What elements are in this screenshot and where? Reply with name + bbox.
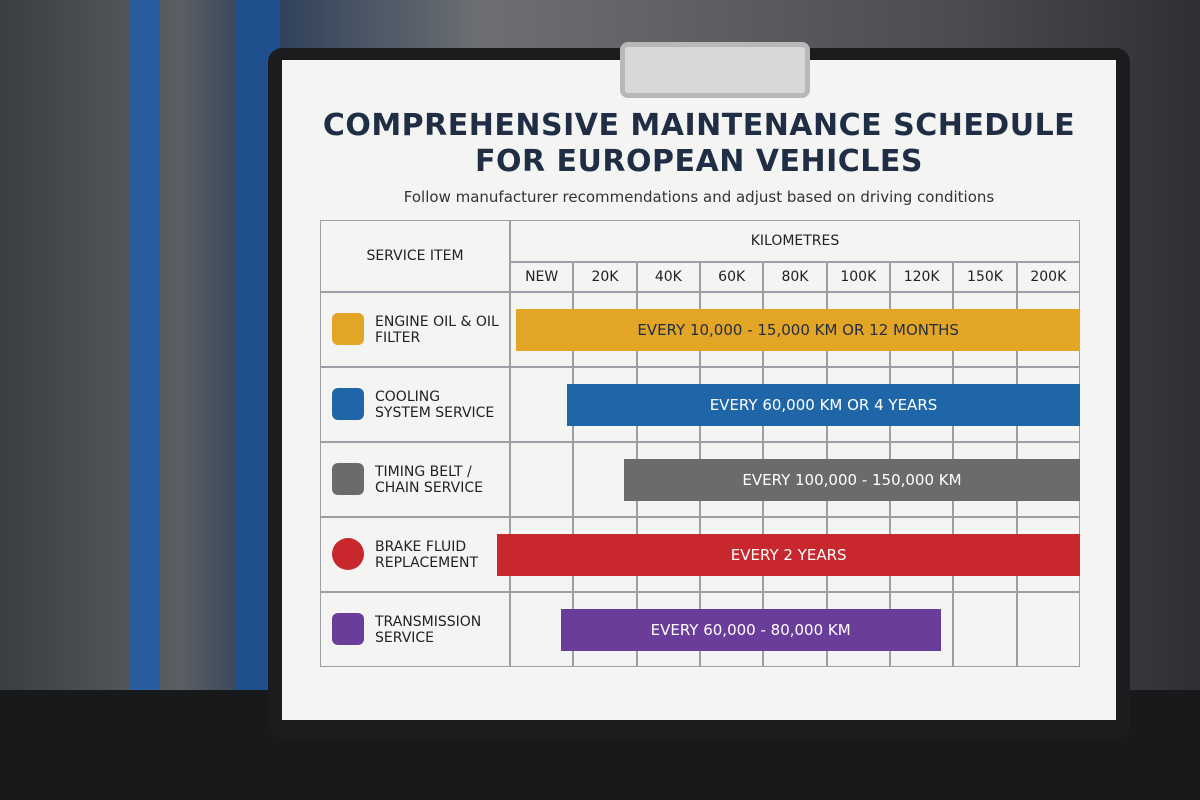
grid-cell bbox=[510, 367, 574, 442]
column-header: 80K bbox=[763, 262, 827, 292]
item-cell bbox=[320, 292, 510, 367]
interval-bar: EVERY 60,000 - 80,000 KM bbox=[560, 609, 941, 651]
column-header: NEW bbox=[510, 262, 574, 292]
item-cell bbox=[320, 367, 510, 442]
item-icon bbox=[332, 463, 364, 495]
grid-cell bbox=[953, 592, 1017, 667]
column-header: 60K bbox=[700, 262, 764, 292]
column-header: 100K bbox=[826, 262, 890, 292]
service-item: TRANSMISSION SERVICE bbox=[375, 613, 482, 646]
column-header: 200K bbox=[1016, 262, 1080, 292]
item-icon bbox=[332, 313, 364, 345]
item-cell bbox=[320, 592, 510, 667]
item-cell bbox=[320, 442, 510, 517]
title-line: FOR EUROPEAN VEHICLES bbox=[475, 144, 923, 179]
service-item: ENGINE OIL & OIL FILTER bbox=[375, 313, 499, 346]
column-header: 120K bbox=[890, 262, 954, 292]
interval-bar: EVERY 2 YEARS bbox=[497, 534, 1080, 576]
interval-bar: EVERY 100,000 - 150,000 KM bbox=[624, 459, 1080, 501]
service-item: COOLING SYSTEM SERVICE bbox=[375, 388, 495, 421]
service-item: TIMING BELT / CHAIN SERVICE bbox=[375, 463, 483, 496]
service-item: BRAKE FLUID REPLACEMENT bbox=[375, 538, 479, 571]
interval-bar: EVERY 60,000 KM OR 4 YEARS bbox=[567, 384, 1080, 426]
item-icon bbox=[332, 388, 364, 420]
title-line: COMPREHENSIVE MAINTENANCE SCHEDULE bbox=[322, 108, 1076, 143]
grid-cell bbox=[510, 442, 574, 517]
lift-pillar bbox=[130, 0, 160, 800]
column-header: 20K bbox=[573, 262, 637, 292]
column-header: 150K bbox=[953, 262, 1017, 292]
item-icon bbox=[332, 538, 364, 570]
grid-cell bbox=[1016, 592, 1080, 667]
clip bbox=[620, 42, 810, 98]
item-icon bbox=[332, 613, 364, 645]
interval-bar: EVERY 10,000 - 15,000 KM OR 12 MONTHS bbox=[516, 309, 1080, 351]
column-header: 40K bbox=[636, 262, 700, 292]
subtitle: Follow manufacturer recommendations and … bbox=[403, 188, 995, 206]
header-cell: KILOMETRES bbox=[510, 220, 1080, 262]
header-cell: SERVICE ITEM bbox=[320, 220, 510, 292]
